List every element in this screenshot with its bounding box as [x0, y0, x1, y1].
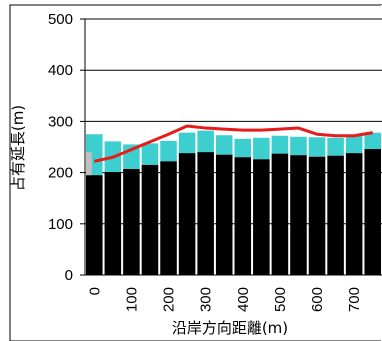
bar-lower-400 [234, 157, 252, 275]
x-tick-labels: 0 100 200 300 400 500 600 700 [86, 287, 363, 312]
x-tick-label-300: 300 [198, 287, 215, 312]
y-axis-title: 占有延長(m) [9, 105, 27, 191]
bar-lower-600 [308, 156, 326, 275]
bar-upper-400 [234, 138, 252, 158]
bar-upper-300 [197, 130, 214, 153]
bar-lower-350 [215, 154, 233, 275]
bar-upper-250 [178, 132, 196, 154]
x-axis-title: 沿岸方向距離(m) [172, 319, 288, 337]
bar-upper-700 [345, 134, 363, 154]
bar-upper-650 [327, 137, 344, 156]
x-tick-label-0: 0 [86, 287, 103, 295]
bar-highlight-0 [86, 152, 92, 176]
x-tick-label-500: 500 [272, 287, 289, 312]
bar-lower-250 [178, 153, 196, 275]
bar-upper-600 [308, 137, 326, 157]
total-line-path [93, 124, 373, 163]
y-tick-label-500: 500 [48, 11, 73, 28]
y-tick-label-300: 300 [48, 113, 73, 130]
bar-lower-50 [104, 172, 122, 275]
x-tick-label-600: 600 [309, 287, 326, 312]
axes [80, 18, 382, 276]
bar-lower-100 [123, 169, 140, 275]
x-tick-label-200: 200 [161, 287, 178, 312]
bar-upper-150 [141, 143, 159, 165]
bar-upper-200 [160, 140, 177, 162]
bar-lower-300 [197, 152, 214, 275]
bar-lower-700 [345, 153, 363, 275]
bar-upper-500 [271, 135, 289, 154]
bar-upper-550 [290, 136, 307, 156]
y-tick-label-200: 200 [48, 165, 73, 182]
x-tick-label-400: 400 [235, 287, 252, 312]
bar-upper-450 [253, 137, 270, 160]
bar-lower-200 [160, 161, 177, 275]
bar-lower-150 [141, 164, 159, 275]
bar-lower-650 [327, 155, 344, 275]
bar-lower-750 [364, 149, 381, 275]
bar-lower-450 [253, 159, 270, 275]
y-tick-label-400: 400 [48, 62, 73, 79]
y-tick-labels: 0 100 200 300 400 500 [48, 11, 73, 284]
x-tick-label-100: 100 [123, 287, 140, 312]
bar-lower-500 [271, 153, 289, 275]
x-tick-label-700: 700 [346, 287, 363, 312]
total-line [93, 124, 373, 163]
bar-lower-0 [86, 175, 103, 275]
bar-lower-550 [290, 155, 307, 275]
bar-upper-350 [215, 135, 233, 155]
y-tick-label-0: 0 [65, 267, 73, 284]
y-tick-label-100: 100 [48, 216, 73, 233]
bar-upper-750 [364, 132, 381, 150]
